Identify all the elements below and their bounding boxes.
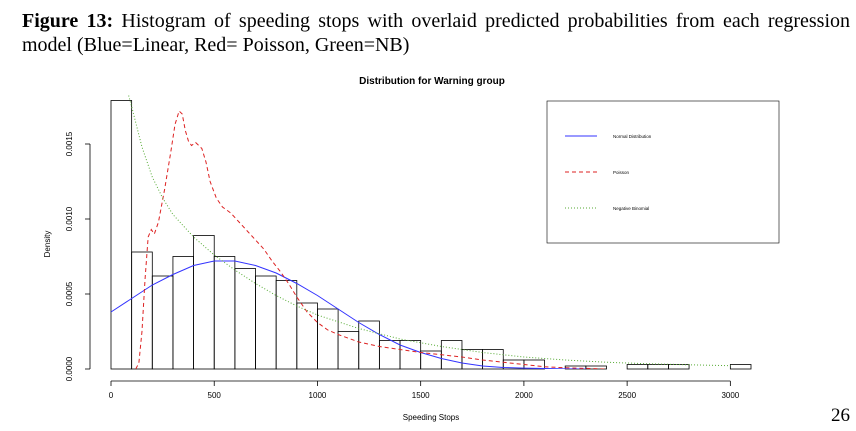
page-number: 26 xyxy=(831,405,850,426)
legend-label-negative-binomial: Negative Binomial xyxy=(613,206,649,211)
x-tick-label: 3000 xyxy=(721,391,739,400)
legend-label-poisson: Poisson xyxy=(613,170,630,175)
y-tick-label: 0.0015 xyxy=(65,131,74,156)
x-tick-label: 1500 xyxy=(412,391,430,400)
y-tick-label: 0.0000 xyxy=(65,356,74,381)
histogram-bar xyxy=(213,256,236,370)
figure-caption: Figure 13: Histogram of speeding stops w… xyxy=(22,9,850,57)
y-tick-label: 0.0005 xyxy=(65,281,74,306)
x-tick-label: 2000 xyxy=(515,391,533,400)
histogram-bar xyxy=(482,349,504,370)
histogram-bar xyxy=(151,275,174,370)
histogram-bar xyxy=(131,251,153,370)
chart-title: Distribution for Warning group xyxy=(359,76,505,87)
x-tick-label: 1000 xyxy=(309,391,327,400)
histogram-bar xyxy=(296,302,318,370)
axes: 0 500 1000 1500 2000 2500 3000 0.0000 0.0005 0.00… xyxy=(65,131,740,400)
histogram-bar xyxy=(193,235,215,370)
histogram-bar xyxy=(399,340,422,370)
histogram-bar xyxy=(647,364,669,370)
histogram-bar xyxy=(729,364,752,370)
histogram-bar xyxy=(337,331,360,370)
histogram-bar xyxy=(234,268,256,370)
model-curves xyxy=(110,94,731,369)
figure-caption-text: Histogram of speeding stops with overlai… xyxy=(22,10,851,56)
histogram-bar xyxy=(626,364,649,370)
histogram-bar xyxy=(440,340,463,370)
x-tick-label: 500 xyxy=(208,391,222,400)
legend-label-normal-distribution: Normal Distribution xyxy=(613,134,652,139)
histogram-chart: Distribution for Warning group Density S… xyxy=(43,76,780,422)
histogram-bar xyxy=(110,100,133,370)
histogram-bars xyxy=(110,100,752,370)
x-tick-label: 0 xyxy=(109,391,114,400)
y-tick-label: 0.0010 xyxy=(65,206,74,231)
legend: Normal Distribution Poisson Negative Binom… xyxy=(546,100,780,244)
series-line-negative-binomial xyxy=(127,94,731,367)
histogram-bar xyxy=(461,349,484,370)
histogram-bar xyxy=(275,280,298,370)
histogram-bar xyxy=(255,275,277,370)
figure-label: Figure 13: xyxy=(22,10,114,32)
series-line-normal-distribution xyxy=(110,260,586,369)
histogram-bar xyxy=(378,340,401,370)
series-line-poisson xyxy=(135,110,607,369)
y-axis-label: Density xyxy=(43,231,52,258)
histogram-bar xyxy=(668,364,690,370)
histogram-bar xyxy=(317,308,339,370)
x-tick-label: 2500 xyxy=(618,391,636,400)
legend-box xyxy=(546,100,780,244)
x-axis-label: Speeding Stops xyxy=(403,413,460,422)
